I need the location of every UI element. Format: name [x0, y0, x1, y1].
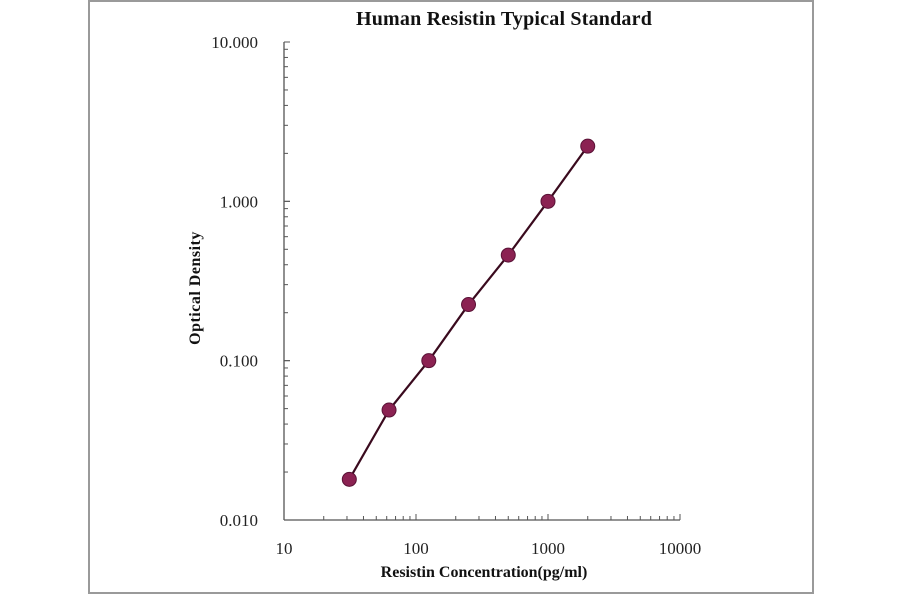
chart-title-text: Human Resistin Typical Standard — [355, 8, 653, 30]
data-point — [580, 138, 596, 154]
axis-ticks — [283, 41, 681, 521]
chart-frame — [88, 0, 814, 594]
x-axis-label-text: Resistin Concentration(pg/ml) — [380, 564, 588, 581]
x-axis-label: Resistin Concentration(pg/ml) — [0, 564, 900, 582]
x-tick-label: 100 — [403, 539, 429, 558]
axes — [283, 42, 680, 521]
data-point — [421, 353, 437, 369]
data-point — [381, 402, 397, 418]
data-point — [341, 471, 357, 487]
tick-labels: 10.000 1.000 0.100 0.010 10 100 1000 10000 — [211, 33, 701, 558]
data-point — [500, 247, 516, 263]
data-point — [540, 193, 556, 209]
y-tick-label: 0.010 — [220, 511, 258, 530]
x-tick-label: 10 — [276, 539, 293, 558]
y-tick-label: 10.000 — [211, 33, 258, 52]
chart-title: Human Resistin Typical Standard — [0, 8, 900, 31]
y-tick-label: 1.000 — [220, 192, 258, 211]
y-tick-label: 0.100 — [220, 352, 258, 371]
data-point — [461, 297, 477, 313]
data-series — [341, 138, 596, 487]
x-tick-label: 1000 — [531, 539, 565, 558]
x-tick-label: 10000 — [659, 539, 702, 558]
